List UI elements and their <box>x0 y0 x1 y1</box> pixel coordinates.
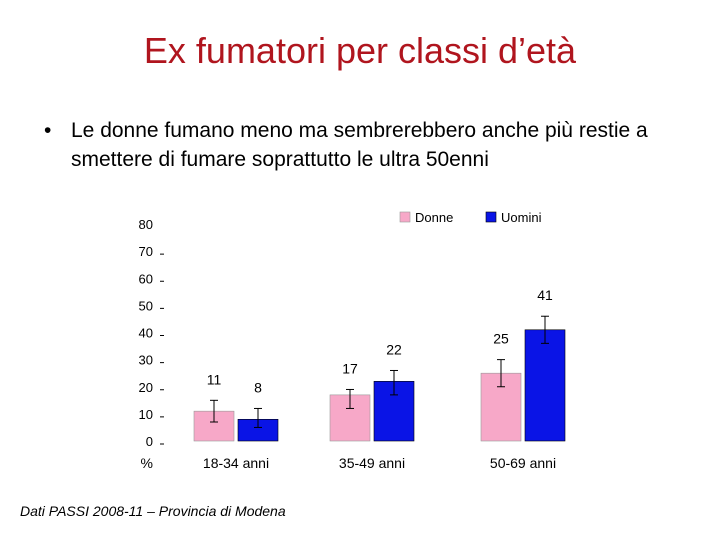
y-tick-label: 70 <box>139 244 153 259</box>
bullet-symbol: • <box>44 119 52 142</box>
data-label: 22 <box>386 341 402 357</box>
y-tick-label: 60 <box>139 271 153 286</box>
slide-title: Ex fumatori per classi d’età <box>143 30 577 71</box>
bar-uomini <box>524 329 566 442</box>
y-tick-label: 30 <box>139 353 153 368</box>
bullet-text: Le donne fumano meno ma sembrerebbero an… <box>71 119 648 171</box>
y-tick-label: 40 <box>139 326 153 341</box>
bar-chart: 0 10 20 30 40 50 60 70 80% 11 8 18-34 anni 17 22 35-49… <box>139 210 566 471</box>
data-label: 11 <box>207 371 222 387</box>
legend-swatch-donne <box>399 211 411 223</box>
data-label: 17 <box>342 360 358 376</box>
legend-label-uomini: Uomini <box>501 210 542 225</box>
x-tick-label: 50-69 anni <box>490 455 556 471</box>
legend-swatch-uomini <box>485 211 497 223</box>
source-footer: Dati PASSI 2008-11 – Provincia di Modena <box>20 503 286 519</box>
y-tick-label: 20 <box>139 380 153 395</box>
y-tick-label: 0 <box>146 434 153 449</box>
x-tick-label: 18-34 anni <box>203 455 269 471</box>
y-tick-label: 50 <box>139 298 153 313</box>
data-label: 41 <box>537 287 553 303</box>
data-label: 25 <box>493 331 509 347</box>
y-tick-label: 80 <box>139 217 153 232</box>
data-label: 8 <box>254 379 262 395</box>
y-axis-label: % <box>141 455 153 471</box>
y-tick-label: 10 <box>139 407 153 422</box>
legend-label-donne: Donne <box>415 210 453 225</box>
x-tick-label: 35-49 anni <box>339 455 405 471</box>
